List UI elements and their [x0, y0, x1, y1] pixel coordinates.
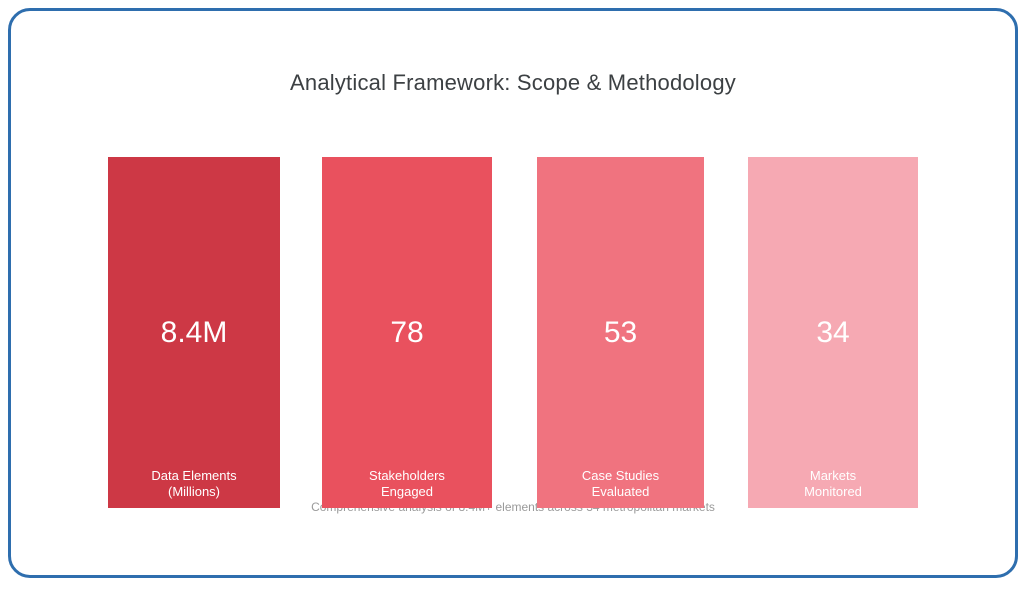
page-title: Analytical Framework: Scope & Methodolog…: [290, 70, 736, 95]
stat-label-line-2: Monitored: [804, 484, 862, 499]
stat-label: Data Elements (Millions): [108, 468, 280, 500]
stat-column-markets: 34 Markets Monitored: [748, 157, 918, 508]
stat-column-case-studies: 53 Case Studies Evaluated: [537, 157, 704, 508]
stat-label-line-1: Data Elements: [151, 468, 237, 483]
stat-value: 78: [390, 315, 424, 349]
stat-value: 53: [603, 315, 638, 349]
stat-label: Case Studies Evaluated: [537, 468, 704, 500]
stat-label-line-1: Markets: [809, 468, 857, 483]
stat-label-line-2: Evaluated: [591, 484, 650, 499]
stat-label-line-2: (Millions): [168, 484, 220, 499]
stat-column-stakeholders: 78 Stakeholders Engaged: [322, 157, 492, 508]
stat-label-line-1: Stakeholders: [369, 468, 445, 483]
stat-label: Stakeholders Engaged: [322, 468, 492, 500]
stat-label-line-1: Case Studies: [581, 468, 660, 483]
stat-column-data-elements: 8.4M Data Elements (Millions): [108, 157, 280, 508]
stat-value: 34: [816, 315, 850, 349]
stat-label: Markets Monitored: [748, 468, 918, 500]
stat-value: 8.4M: [160, 315, 228, 349]
stat-label-line-2: Engaged: [380, 484, 434, 499]
